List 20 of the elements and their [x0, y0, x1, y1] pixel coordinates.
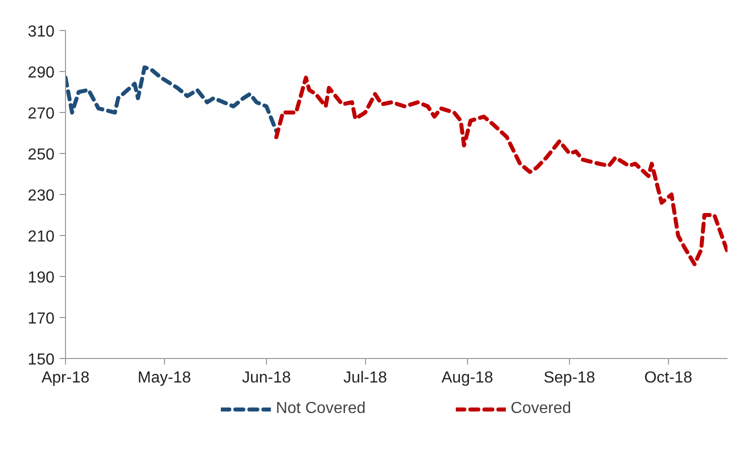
- x-tick-label: Jul-18: [343, 370, 388, 386]
- y-tick-label: 250: [28, 146, 55, 164]
- y-tick-label: 150: [28, 352, 55, 368]
- line-series: [274, 76, 728, 266]
- y-tick-label: 270: [28, 106, 55, 122]
- x-tick-label: Apr-18: [41, 370, 90, 386]
- x-tick-label: Aug-18: [442, 370, 494, 386]
- legend-label: Not Covered: [276, 400, 366, 418]
- x-tick-label: Oct-18: [644, 370, 692, 386]
- y-tick-label: 230: [28, 188, 55, 204]
- y-tick-label: 170: [28, 310, 55, 328]
- x-tick-label: Jun-18: [242, 370, 291, 386]
- y-tick-label: 190: [28, 270, 55, 286]
- y-tick-label: 310: [28, 24, 55, 40]
- legend-label: Covered: [510, 400, 572, 418]
- line-series: [66, 65, 278, 133]
- y-tick-label: 290: [28, 64, 55, 82]
- y-tick-label: 210: [28, 228, 55, 246]
- x-tick-label: May-18: [138, 370, 192, 386]
- x-tick-label: Sep-18: [544, 370, 596, 386]
